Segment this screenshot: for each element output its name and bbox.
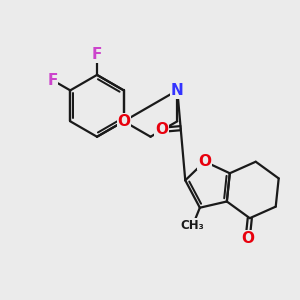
Text: O: O <box>198 154 211 169</box>
Text: CH₃: CH₃ <box>181 219 205 232</box>
Text: F: F <box>92 47 102 62</box>
Text: F: F <box>47 73 58 88</box>
Text: O: O <box>155 122 168 137</box>
Text: N: N <box>171 83 184 98</box>
Text: O: O <box>117 114 130 129</box>
Text: O: O <box>241 231 254 246</box>
